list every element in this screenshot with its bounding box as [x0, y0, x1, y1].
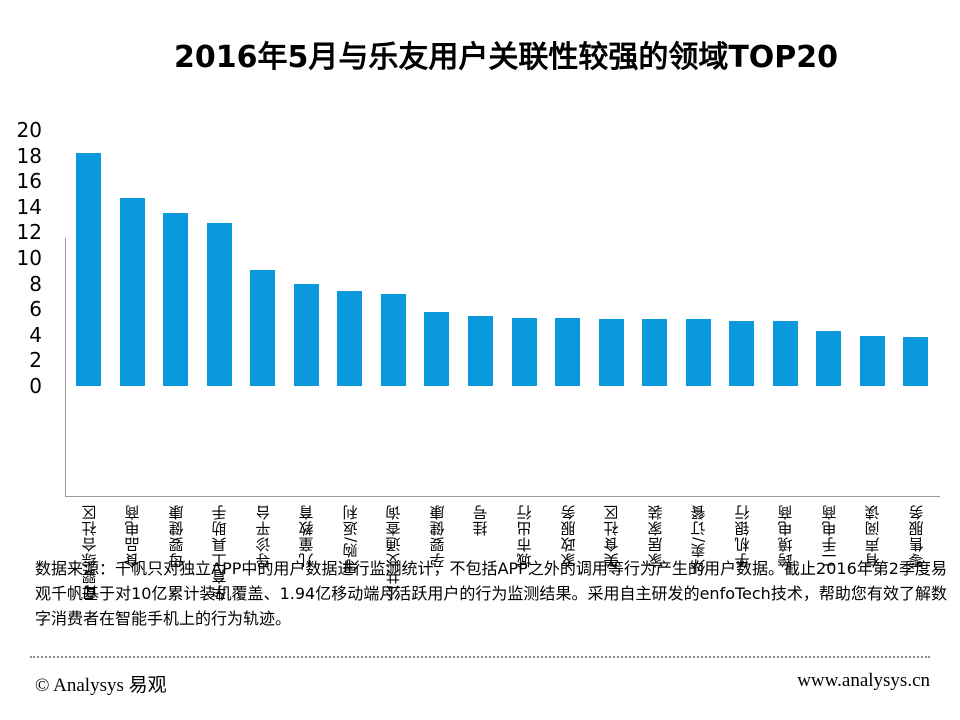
- x-category-label: 挂号: [471, 504, 490, 536]
- bar: [685, 319, 711, 386]
- y-tick-label: 16: [16, 169, 42, 194]
- y-tick-label: 14: [16, 194, 42, 219]
- website-text: www.analysys.cn: [797, 670, 930, 691]
- footer: © Analysys 易观 www.analysys.cn: [35, 670, 930, 700]
- bar: [250, 269, 276, 386]
- bar: [119, 197, 145, 386]
- bar: [337, 291, 363, 386]
- y-tick-label: 20: [16, 118, 42, 142]
- x-axis-line: [65, 496, 940, 497]
- y-axis-line: [65, 238, 66, 496]
- bar: [76, 153, 101, 386]
- bar: [511, 318, 537, 386]
- bar-chart: 0 2 4 6 8 10 12 14 16 18 20 母婴综合社区 食品电商 母婴健康 孕育工具助手 导诊…: [0, 110, 960, 600]
- bar: [467, 315, 493, 386]
- bar: [424, 311, 450, 386]
- bar: [772, 320, 798, 386]
- y-tick-label: 10: [16, 246, 42, 270]
- bar: [380, 293, 406, 386]
- bar: [293, 283, 319, 386]
- y-tick-label: 18: [16, 143, 42, 168]
- bar: [729, 320, 755, 386]
- bar: [642, 319, 668, 386]
- copyright-text: © Analysys 易观: [35, 675, 167, 696]
- source-note: 数据来源：千帆只对独立APP中的用户数据进行监测统计，不包括APP之外的调用等行…: [35, 559, 947, 628]
- bar: [163, 213, 189, 386]
- footer-divider: [30, 656, 930, 658]
- bar: [598, 319, 624, 386]
- y-tick-label: 4: [29, 322, 42, 347]
- bar: [555, 318, 581, 386]
- y-tick-label: 8: [29, 271, 42, 296]
- y-tick-label: 0: [29, 374, 42, 398]
- y-tick-label: 6: [29, 297, 42, 322]
- bar: [816, 330, 842, 386]
- chart-title: 2016年5月与乐友用户关联性较强的领域TOP20: [173, 40, 839, 75]
- bar: [903, 337, 929, 386]
- y-tick-label: 12: [16, 220, 42, 245]
- y-tick-label: 2: [29, 348, 42, 373]
- bar: [206, 223, 232, 386]
- bar: [859, 336, 885, 386]
